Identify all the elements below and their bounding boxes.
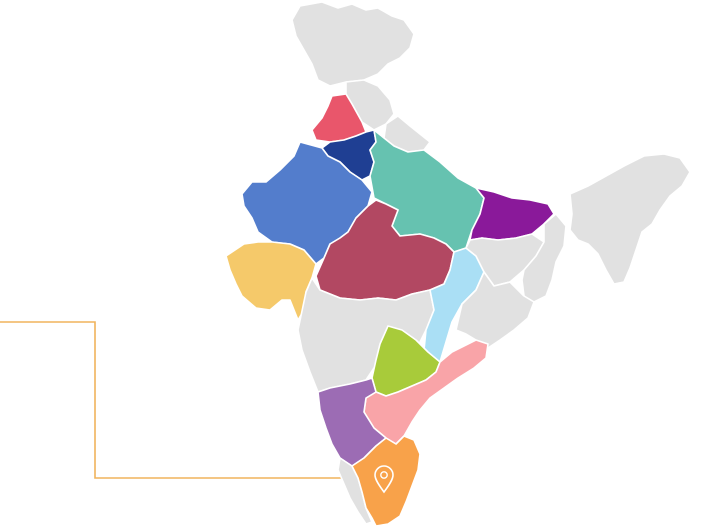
- region-karnataka[interactable]: [317, 377, 387, 467]
- region-west-bengal: [521, 213, 567, 303]
- callout-connector-line: [0, 321, 372, 479]
- location-pin-icon[interactable]: [374, 465, 394, 494]
- region-bihar[interactable]: [469, 187, 555, 241]
- region-rajasthan[interactable]: [241, 141, 373, 265]
- region-jammu-kashmir-ladakh: [291, 1, 415, 87]
- region-tamil-nadu[interactable]: [351, 435, 421, 527]
- region-north-east: [569, 153, 691, 285]
- region-odisha: [455, 271, 535, 349]
